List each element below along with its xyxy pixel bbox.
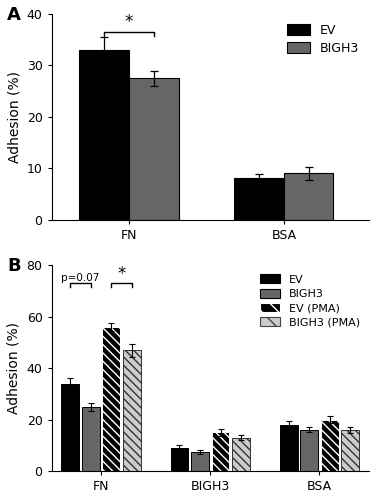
Text: A: A (7, 6, 21, 24)
Legend: EV, BIGH3, EV (PMA), BIGH3 (PMA): EV, BIGH3, EV (PMA), BIGH3 (PMA) (257, 271, 364, 331)
Bar (123, 350, 141, 471)
Bar (300, 430, 318, 471)
Bar (280, 424, 297, 471)
Text: *: * (117, 265, 126, 283)
Legend: EV, BIGH3: EV, BIGH3 (284, 20, 363, 59)
Y-axis label: Adhesion (%): Adhesion (%) (7, 71, 21, 163)
Bar (191, 452, 209, 471)
Bar (284, 174, 334, 220)
Text: B: B (7, 257, 21, 275)
Bar (321, 420, 339, 471)
Bar (341, 430, 359, 471)
Text: p=0.07: p=0.07 (61, 272, 100, 282)
Text: *: * (125, 14, 133, 32)
Bar (103, 327, 120, 471)
Bar (129, 78, 179, 220)
Bar (234, 178, 284, 220)
Bar (232, 438, 250, 471)
Bar (82, 406, 100, 471)
Bar (79, 50, 129, 219)
Bar (212, 432, 229, 471)
Y-axis label: Adhesion (%): Adhesion (%) (7, 322, 21, 414)
Bar (171, 448, 188, 471)
Bar (61, 384, 79, 471)
